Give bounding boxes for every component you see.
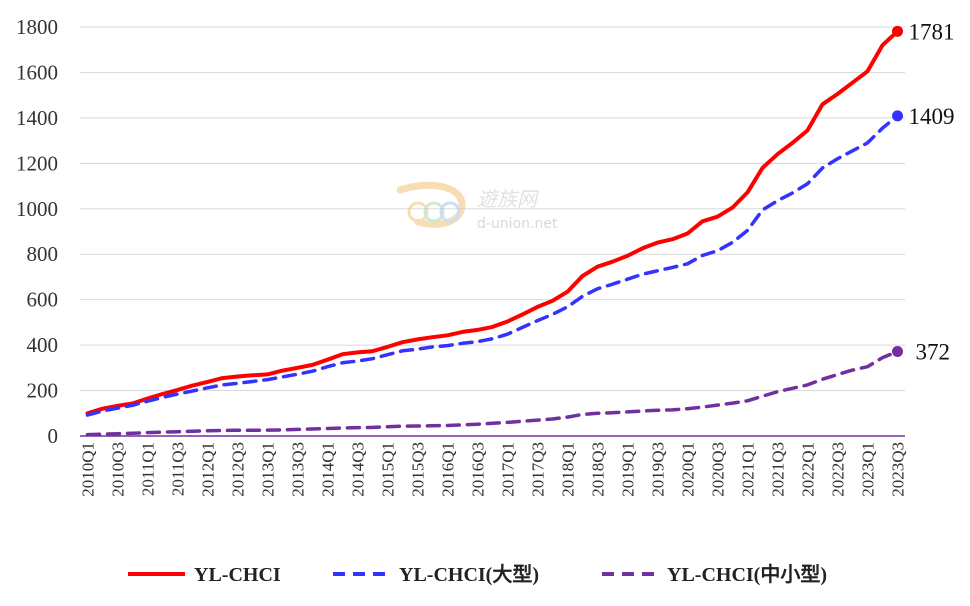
x-tick-label: 2014Q1 [319, 442, 338, 497]
y-tick-label: 800 [27, 242, 59, 266]
series-lines [85, 29, 900, 437]
x-tick-label: 2017Q1 [499, 442, 518, 497]
y-tick-label: 400 [27, 333, 59, 357]
x-tick-label: 2015Q1 [379, 442, 398, 497]
legend-item-yl-chci-large: YL-CHCI(大型) [333, 563, 539, 586]
series-line-0 [85, 29, 900, 416]
legend-item-yl-chci: YL-CHCI [128, 564, 281, 586]
x-tick-label: 2021Q3 [769, 442, 788, 497]
series-line-2 [85, 349, 900, 437]
y-tick-label: 600 [27, 288, 59, 312]
series-line-1 [85, 114, 900, 417]
end-value-label: 1409 [909, 104, 955, 129]
y-tick-label: 1200 [16, 151, 58, 175]
x-tick-label: 2013Q3 [289, 442, 308, 497]
series-endpoint-0 [892, 25, 903, 37]
x-tick-label: 2018Q1 [559, 442, 578, 497]
legend-label: YL-CHCI [194, 564, 281, 586]
x-tick-label: 2012Q1 [199, 442, 218, 497]
legend-label: YL-CHCI(大型) [399, 563, 539, 586]
x-tick-label: 2014Q3 [349, 442, 368, 497]
x-tick-label: 2013Q1 [259, 442, 278, 497]
x-tick-label: 2017Q3 [529, 442, 548, 497]
watermark-logo-icon [396, 181, 466, 228]
x-tick-label: 2019Q1 [619, 442, 638, 497]
x-tick-label: 2023Q1 [859, 442, 878, 497]
watermark: 遊族网 d-union.net [396, 181, 558, 232]
y-tick-label: 0 [48, 424, 59, 448]
watermark-url-text: d-union.net [477, 216, 558, 232]
x-tick-label: 2010Q3 [109, 442, 128, 497]
y-tick-label: 1800 [16, 15, 58, 39]
gridlines [80, 26, 905, 392]
x-tick-label: 2019Q3 [649, 442, 668, 497]
y-tick-label: 1400 [16, 106, 58, 130]
end-value-label: 372 [916, 339, 951, 364]
x-tick-label: 2020Q3 [709, 442, 728, 497]
legend-label: YL-CHCI(中小型) [667, 562, 827, 586]
legend: YL-CHCI YL-CHCI(大型) YL-CHCI(中小型) [128, 562, 827, 586]
x-tick-label: 2016Q1 [439, 442, 458, 497]
x-tick-label: 2018Q3 [589, 442, 608, 497]
series-endpoints: 1781 1409 372 [892, 19, 955, 364]
x-tick-label: 2023Q3 [889, 442, 908, 497]
x-tick-label: 2012Q3 [229, 442, 248, 497]
legend-item-yl-chci-small-medium: YL-CHCI(中小型) [602, 562, 827, 586]
x-tick-label: 2011Q3 [169, 442, 188, 496]
x-tick-label: 2015Q3 [409, 442, 428, 497]
x-tick-label: 2010Q1 [79, 442, 98, 497]
series-endpoint-2 [892, 345, 903, 357]
y-axis-ticks: 0 200 400 600 800 1000 1200 1400 1600 1800 [16, 15, 58, 448]
end-value-label: 1781 [909, 19, 955, 44]
y-tick-label: 200 [27, 379, 59, 403]
y-tick-label: 1000 [16, 197, 58, 221]
x-tick-label: 2011Q1 [139, 442, 158, 496]
x-axis-ticks: 2010Q1 2010Q3 2011Q1 2011Q3 2012Q1 2012Q3 2013… [79, 442, 908, 497]
x-tick-label: 2016Q3 [469, 442, 488, 497]
x-tick-label: 2020Q1 [679, 442, 698, 497]
y-tick-label: 1600 [16, 60, 58, 84]
x-tick-label: 2022Q3 [829, 442, 848, 497]
x-tick-label: 2022Q1 [799, 442, 818, 497]
x-tick-label: 2021Q1 [739, 442, 758, 497]
series-endpoint-1 [892, 110, 903, 122]
watermark-cn-text: 遊族网 [477, 187, 540, 211]
